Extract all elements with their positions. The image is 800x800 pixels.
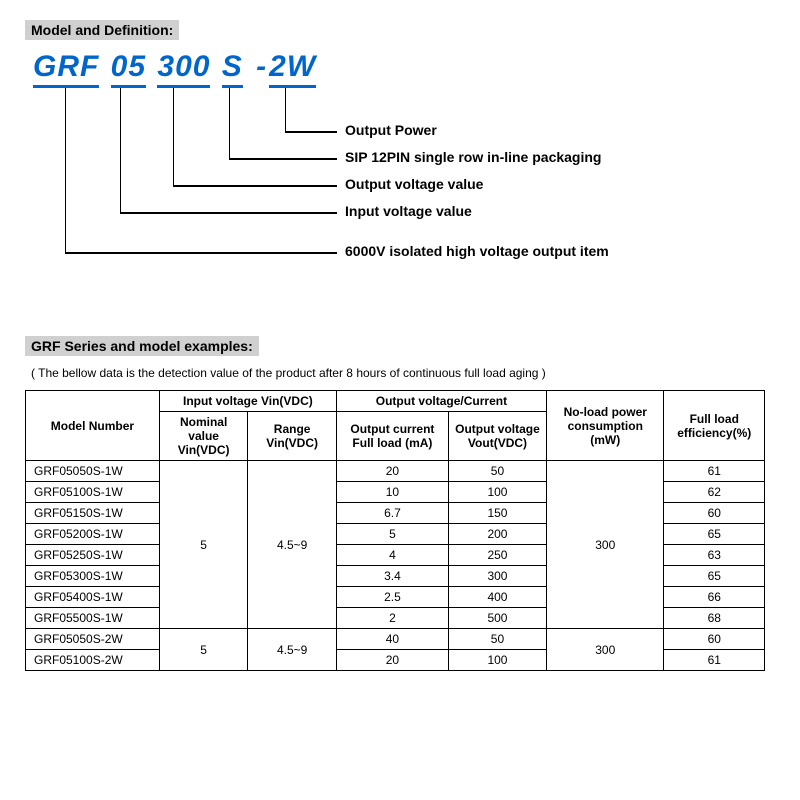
cell-noload: 300 <box>547 629 664 671</box>
cell-voltage: 200 <box>448 524 546 545</box>
th-eff: Full load efficiency(%) <box>664 391 765 461</box>
cell-model: GRF05250S-1W <box>26 545 160 566</box>
cell-voltage: 100 <box>448 482 546 503</box>
cell-eff: 66 <box>664 587 765 608</box>
cell-model: GRF05300S-1W <box>26 566 160 587</box>
model-segment-2: 300 <box>157 50 210 88</box>
cell-nominal: 5 <box>159 461 248 629</box>
leader-line <box>285 88 286 131</box>
diagram-label: 6000V isolated high voltage output item <box>345 243 609 259</box>
cell-voltage: 50 <box>448 629 546 650</box>
model-code-diagram: GRF 05 300 S -2W Output Power SIP 12PIN s… <box>25 46 775 316</box>
cell-model: GRF05100S-1W <box>26 482 160 503</box>
th-input-group: Input voltage Vin(VDC) <box>159 391 336 412</box>
cell-current: 4 <box>336 545 448 566</box>
cell-current: 6.7 <box>336 503 448 524</box>
diagram-label: SIP 12PIN single row in-line packaging <box>345 149 601 165</box>
model-segment-3: S <box>222 50 243 88</box>
leader-line <box>173 88 174 185</box>
leader-line <box>120 88 121 212</box>
cell-range: 4.5~9 <box>248 461 337 629</box>
leader-line <box>65 88 66 252</box>
diagram-label: Input voltage value <box>345 203 472 219</box>
cell-current: 2.5 <box>336 587 448 608</box>
cell-voltage: 250 <box>448 545 546 566</box>
cell-current: 20 <box>336 461 448 482</box>
cell-model: GRF05200S-1W <box>26 524 160 545</box>
cell-eff: 60 <box>664 503 765 524</box>
cell-eff: 65 <box>664 524 765 545</box>
leader-line <box>229 88 230 158</box>
cell-current: 20 <box>336 650 448 671</box>
th-model: Model Number <box>26 391 160 461</box>
cell-range: 4.5~9 <box>248 629 337 671</box>
cell-model: GRF05050S-1W <box>26 461 160 482</box>
model-segment-0: GRF <box>33 50 99 88</box>
cell-voltage: 150 <box>448 503 546 524</box>
table-row: GRF05050S-1W54.5~9205030061 <box>26 461 765 482</box>
model-segment-1: 05 <box>111 50 146 88</box>
cell-current: 2 <box>336 608 448 629</box>
cell-voltage: 100 <box>448 650 546 671</box>
cell-model: GRF05050S-2W <box>26 629 160 650</box>
cell-nominal: 5 <box>159 629 248 671</box>
th-nominal: Nominal value Vin(VDC) <box>159 412 248 461</box>
cell-eff: 68 <box>664 608 765 629</box>
model-segment-4: 2W <box>269 50 316 88</box>
cell-eff: 65 <box>664 566 765 587</box>
diagram-label: Output Power <box>345 122 437 138</box>
model-code-text: GRF 05 300 S -2W <box>33 50 318 88</box>
cell-noload: 300 <box>547 461 664 629</box>
diagram-label: Output voltage value <box>345 176 483 192</box>
aging-note: ( The bellow data is the detection value… <box>31 366 775 380</box>
th-out-voltage: Output voltage Vout(VDC) <box>448 412 546 461</box>
cell-model: GRF05100S-2W <box>26 650 160 671</box>
cell-current: 10 <box>336 482 448 503</box>
th-out-current: Output current Full load (mA) <box>336 412 448 461</box>
cell-model: GRF05500S-1W <box>26 608 160 629</box>
cell-model: GRF05400S-1W <box>26 587 160 608</box>
spec-table: Model Number Input voltage Vin(VDC) Outp… <box>25 390 765 671</box>
cell-voltage: 400 <box>448 587 546 608</box>
cell-voltage: 300 <box>448 566 546 587</box>
table-row: GRF05050S-2W54.5~9405030060 <box>26 629 765 650</box>
cell-voltage: 50 <box>448 461 546 482</box>
cell-eff: 62 <box>664 482 765 503</box>
cell-current: 3.4 <box>336 566 448 587</box>
th-noload: No-load power consumption (mW) <box>547 391 664 461</box>
series-examples-header: GRF Series and model examples: <box>25 336 259 356</box>
cell-current: 40 <box>336 629 448 650</box>
th-output-group: Output voltage/Current <box>336 391 546 412</box>
cell-eff: 61 <box>664 461 765 482</box>
cell-eff: 63 <box>664 545 765 566</box>
cell-model: GRF05150S-1W <box>26 503 160 524</box>
cell-voltage: 500 <box>448 608 546 629</box>
th-range: Range Vin(VDC) <box>248 412 337 461</box>
model-definition-header: Model and Definition: <box>25 20 179 40</box>
cell-eff: 60 <box>664 629 765 650</box>
cell-eff: 61 <box>664 650 765 671</box>
cell-current: 5 <box>336 524 448 545</box>
